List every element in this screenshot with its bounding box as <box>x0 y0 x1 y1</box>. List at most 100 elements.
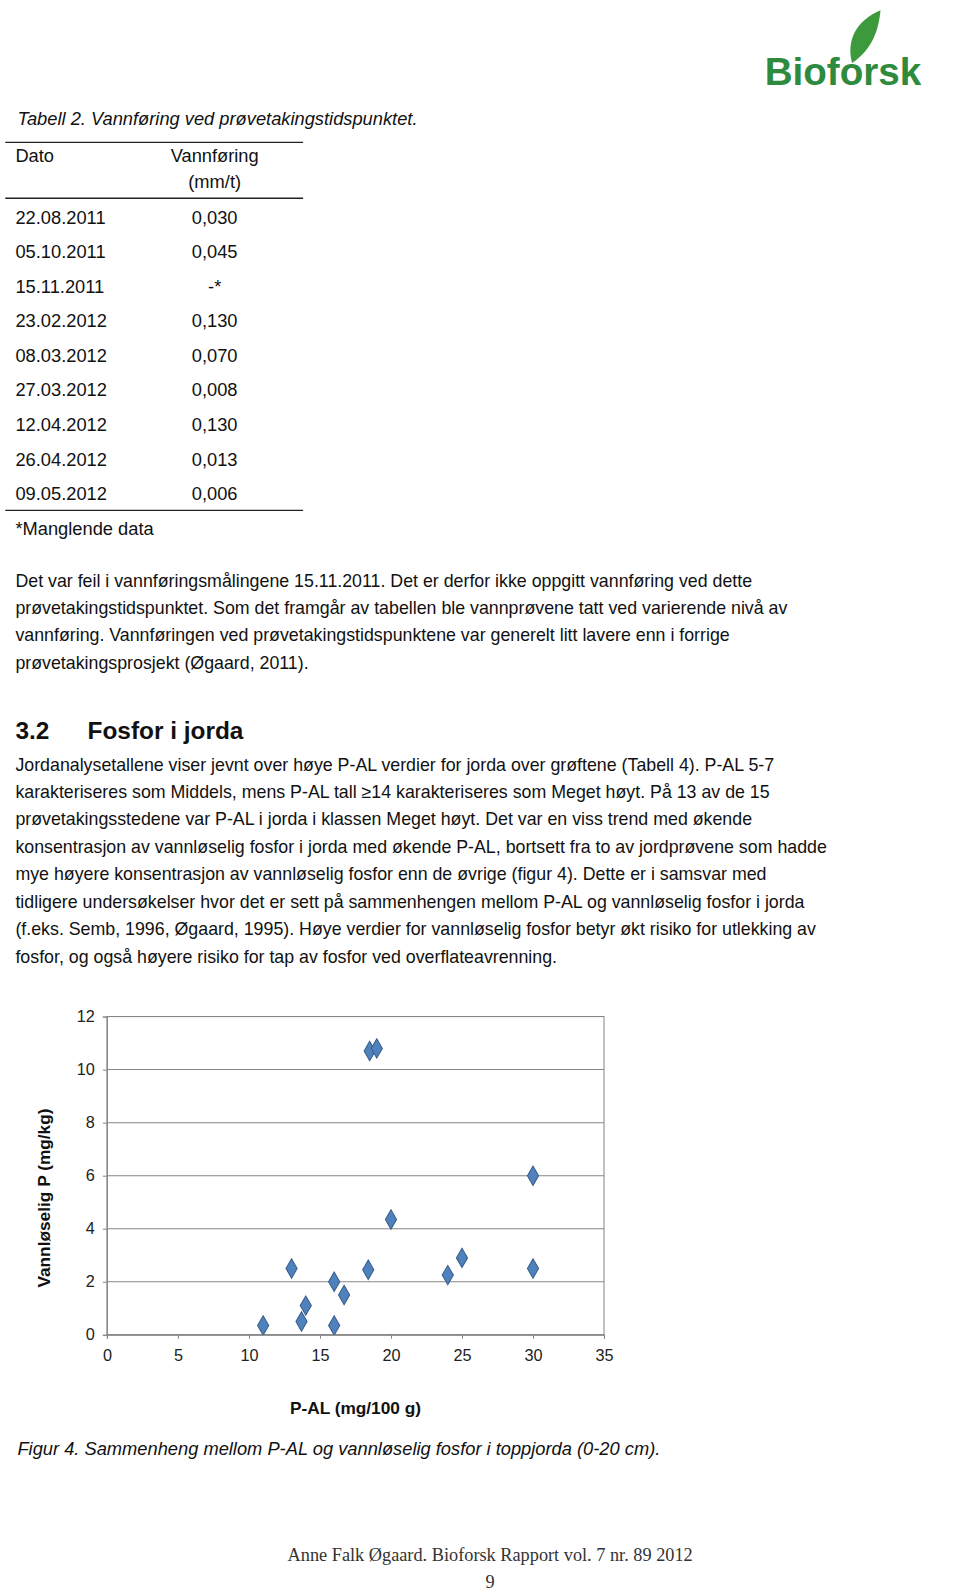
table-cell: 0,070 <box>192 345 238 366</box>
x-tick-label: 0 <box>103 1346 112 1364</box>
table-header: Dato <box>15 145 54 166</box>
point <box>300 1296 311 1315</box>
x-tick: 25 <box>453 1335 471 1364</box>
x-tick-mark <box>604 1335 605 1339</box>
y-tick-mark <box>103 1282 107 1283</box>
table-cell: -* <box>208 276 221 297</box>
table-cell: 0,013 <box>192 449 238 470</box>
logo: Bioforsk <box>765 10 922 93</box>
text-line: (f.eks. Semb, 1996, Øgaard, 1995). Høye … <box>15 919 816 939</box>
table-cell: 0,130 <box>192 310 238 331</box>
x-tick: 10 <box>240 1335 258 1364</box>
grid-line <box>107 1122 604 1123</box>
x-tick: 35 <box>595 1335 613 1364</box>
table-header: Vannføring <box>171 145 259 166</box>
table: Tabell 2. Vannføring ved prøvetakingstid… <box>5 108 417 539</box>
table-cell: 0,006 <box>192 483 238 504</box>
point <box>456 1248 467 1267</box>
grid-line <box>107 1228 604 1229</box>
text-line: prøvetakingsprosjekt (Øgaard, 2011). <box>15 653 308 673</box>
x-tick-mark <box>391 1335 392 1339</box>
y-tick-mark <box>103 1123 107 1124</box>
table-cell: 05.10.2011 <box>15 241 105 262</box>
y-tick-mark <box>103 1070 107 1071</box>
figure-caption: Figur 4. Sammenheng mellom P-AL og vannl… <box>17 1438 660 1459</box>
table-cell: 27.03.2012 <box>15 379 107 400</box>
x-tick-label: 35 <box>595 1346 613 1364</box>
x-tick-label: 5 <box>174 1346 183 1364</box>
x-axis: 0 5 10 15 20 25 30 35 <box>103 1335 614 1364</box>
y-tick: 0 <box>86 1325 107 1343</box>
table-rule <box>5 142 303 143</box>
grid <box>107 1017 604 1335</box>
y-tick: 10 <box>77 1060 107 1078</box>
table-cell: 09.05.2012 <box>15 483 107 504</box>
x-tick-mark <box>320 1335 321 1339</box>
point <box>527 1259 538 1278</box>
section-title: Fosfor i jorda <box>88 717 244 744</box>
x-tick: 5 <box>174 1335 183 1364</box>
y-tick-label: 2 <box>86 1272 95 1290</box>
section-number: 3.2 <box>15 717 49 744</box>
y-tick: 2 <box>86 1272 107 1290</box>
y-tick-label: 10 <box>77 1060 95 1078</box>
footer-text: Anne Falk Øgaard. Bioforsk Rapport vol. … <box>288 1545 693 1565</box>
y-tick-mark <box>103 1335 107 1336</box>
chart: 02468101205101520253035Vannløselig P (mg… <box>17 1007 660 1458</box>
table-cell: 0,008 <box>192 379 238 400</box>
y-tick: 4 <box>86 1219 107 1237</box>
x-tick-mark <box>533 1335 534 1339</box>
y-tick: 8 <box>86 1113 107 1131</box>
x-axis-line <box>107 1335 604 1339</box>
point <box>363 1260 374 1279</box>
text-line: prøvetakingstidspunktet. Som det framgår… <box>15 598 787 618</box>
table-cell: 08.03.2012 <box>15 345 107 366</box>
x-axis-title: P-AL (mg/100 g) <box>290 1398 421 1418</box>
text-line: fosfor, og også høyere risiko for tap av… <box>15 947 557 967</box>
y-tick-mark <box>103 1229 107 1230</box>
y-tick-mark <box>103 1176 107 1177</box>
table-cell: 0,030 <box>192 207 238 228</box>
points <box>258 1039 539 1335</box>
x-tick: 30 <box>524 1335 542 1364</box>
table-rule <box>5 510 303 511</box>
point <box>339 1285 350 1304</box>
text-line: Det var feil i vannføringsmålingene 15.1… <box>15 571 752 591</box>
text-line: Jordanalysetallene viser jevnt over høye… <box>15 755 774 775</box>
point <box>371 1039 382 1058</box>
section: 3.2 Fosfor i jorda Jordanalysetallene vise… <box>15 717 827 967</box>
table-cell: 26.04.2012 <box>15 449 107 470</box>
y-tick-label: 0 <box>86 1325 95 1343</box>
plot-frame <box>107 1017 604 1335</box>
x-tick-mark <box>462 1335 463 1339</box>
page: Bioforsk Tabell 2. Vannføring ved prøveta… <box>0 0 960 1594</box>
table-header: (mm/t) <box>188 171 241 192</box>
table-note: *Manglende data <box>15 518 154 539</box>
text-line: tidligere undersøkelser hvor det er sett… <box>15 892 804 912</box>
paragraph: Det var feil i vannføringsmålingene 15.1… <box>15 571 787 673</box>
x-tick: 0 <box>103 1335 112 1364</box>
y-axis: 024681012 <box>77 1007 108 1343</box>
point <box>527 1166 538 1185</box>
x-tick-mark <box>107 1335 108 1339</box>
footer: Anne Falk Øgaard. Bioforsk Rapport vol. … <box>288 1545 693 1591</box>
text-line: mye høyere konsentrasjon av vannløselig … <box>15 864 766 884</box>
point <box>258 1316 269 1335</box>
x-tick-mark <box>178 1335 179 1339</box>
table-cell: 22.08.2011 <box>15 207 105 228</box>
table-cell: 23.02.2012 <box>15 310 107 331</box>
table-cell: 12.04.2012 <box>15 414 107 435</box>
y-tick-label: 8 <box>86 1113 95 1131</box>
y-axis-title: Vannløselig P (mg/kg) <box>34 1108 54 1287</box>
x-tick: 15 <box>311 1335 329 1364</box>
x-tick-label: 20 <box>382 1346 400 1364</box>
y-axis-line <box>103 1017 108 1335</box>
x-tick-label: 30 <box>524 1346 542 1364</box>
x-tick-mark <box>249 1335 250 1339</box>
y-tick: 12 <box>77 1007 107 1025</box>
y-tick-label: 12 <box>77 1007 95 1025</box>
text-line: konsentrasjon av vannløselig fosfor i jo… <box>15 837 827 857</box>
grid-line <box>107 1069 604 1070</box>
x-tick-label: 15 <box>311 1346 329 1364</box>
table-cell: 0,045 <box>192 241 238 262</box>
